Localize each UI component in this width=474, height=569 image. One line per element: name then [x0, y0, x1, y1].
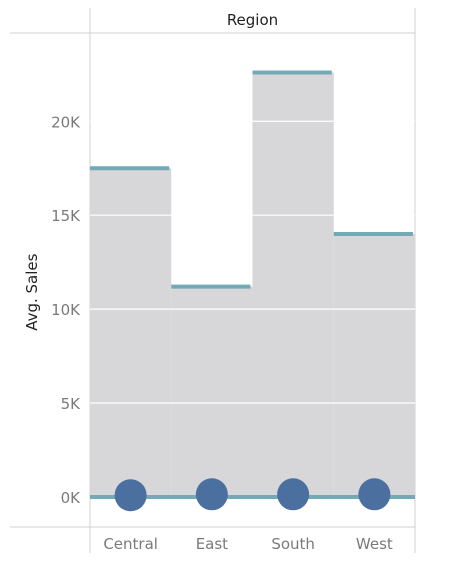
labels-layer: Region Avg. Sales 0K 5K 10K 15K 20K Central East… — [23, 11, 393, 553]
bar-south — [252, 72, 334, 497]
marker-south — [277, 478, 310, 511]
markers-layer — [114, 478, 391, 512]
marker-west — [358, 478, 391, 511]
gridlines-layer — [90, 120, 415, 404]
y-tick-label-10k: 10K — [51, 301, 81, 319]
bar-west — [333, 233, 415, 497]
marker-central — [114, 479, 147, 512]
y-tick-label-0k: 0K — [61, 489, 82, 507]
x-tick-label-south: South — [271, 535, 315, 553]
y-tick-label-15k: 15K — [51, 207, 81, 225]
x-tick-label-east: East — [196, 535, 228, 553]
bar-central — [90, 168, 172, 497]
y-tick-label-20k: 20K — [51, 113, 81, 131]
bar-east — [171, 286, 253, 497]
x-tick-label-west: West — [356, 535, 393, 553]
marker-east — [195, 478, 228, 511]
y-tick-label-5k: 5K — [61, 395, 82, 413]
bars-layer — [90, 72, 415, 497]
x-tick-label-central: Central — [103, 535, 158, 553]
column-header: Region — [227, 11, 278, 29]
y-axis-title: Avg. Sales — [23, 253, 41, 330]
